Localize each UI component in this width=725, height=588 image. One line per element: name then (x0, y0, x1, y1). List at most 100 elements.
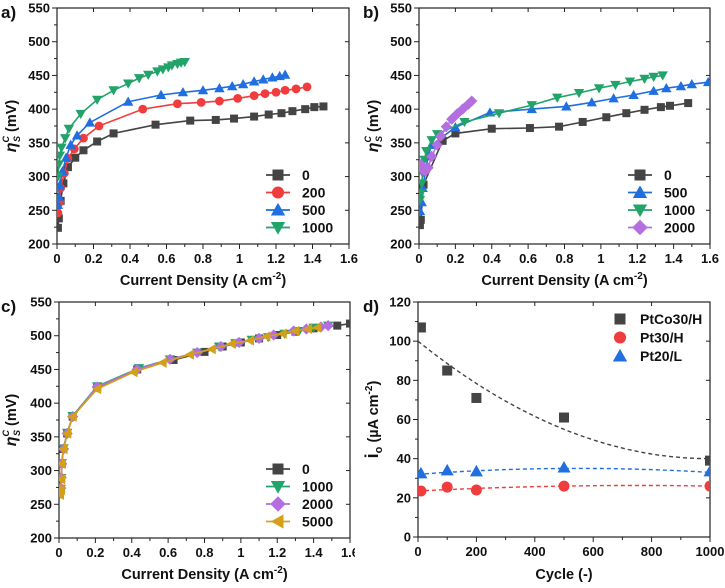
x-axis-label-main: Current Density (A cm (121, 567, 274, 583)
data-point (441, 481, 453, 493)
data-point (250, 112, 259, 121)
y-tick-label: 350 (390, 135, 412, 150)
data-point (79, 146, 88, 155)
x-axis-label-main: Cycle (-) (535, 567, 592, 583)
y-axis-label-symbol: η (3, 436, 20, 446)
x-tick-label: 0 (414, 544, 421, 559)
x-tick-label: 800 (641, 544, 663, 559)
y-axis-label-unit-sup: -2 (364, 385, 375, 394)
data-point (155, 89, 167, 99)
y-tick-label: 100 (389, 334, 411, 349)
data-point (471, 392, 482, 403)
data-point (602, 113, 611, 122)
data-point (705, 455, 710, 466)
data-point (457, 103, 469, 115)
legend-item: 5000 (266, 514, 333, 530)
data-point (57, 172, 64, 182)
legend-marker (272, 169, 284, 181)
data-point (419, 221, 424, 230)
plot-area (57, 57, 328, 232)
data-point (431, 139, 443, 151)
x-tick-label: 1.4 (305, 545, 324, 560)
plot-frame (417, 301, 711, 538)
y-axis-label: ηCS (mV) (1, 394, 22, 447)
data-point (260, 89, 270, 99)
legend-item: 0 (628, 167, 672, 183)
data-point (319, 102, 328, 111)
data-point (57, 143, 67, 153)
legend-item: 200 (266, 185, 326, 201)
data-point (63, 124, 75, 134)
data-point (197, 85, 209, 95)
legend-item: 1000 (628, 202, 695, 218)
y-tick-label: 120 (389, 295, 411, 310)
series-1000 (419, 71, 668, 206)
data-point (608, 93, 619, 103)
legend-label: 1000 (302, 220, 333, 236)
data-point (418, 485, 427, 497)
data-point (91, 383, 102, 395)
legend-label: 0 (664, 167, 672, 183)
data-point (310, 103, 319, 112)
data-point (226, 338, 236, 350)
data-point (421, 146, 432, 157)
data-point (440, 463, 454, 476)
data-point (79, 133, 88, 143)
series-line (57, 86, 308, 214)
x-tick-label: 0 (53, 251, 60, 266)
plot-area (418, 322, 710, 497)
x-axis-label: Current Density (A cm-2) (481, 271, 647, 289)
x-tick-label: 0.8 (195, 545, 213, 560)
series-2000 (419, 95, 478, 177)
x-tick-label: 0.6 (159, 545, 177, 560)
data-point (665, 101, 674, 110)
legend-marker (272, 463, 284, 475)
data-point (133, 74, 145, 84)
legend-item: 0 (266, 461, 310, 477)
x-tick-label: 0.8 (555, 251, 573, 266)
data-point (333, 321, 342, 330)
data-point (419, 215, 425, 224)
legend-label: PtCo30/H (640, 311, 702, 327)
y-axis-label-unit-end: ) (366, 381, 382, 386)
data-point (186, 116, 195, 125)
data-point (59, 474, 66, 485)
legend-item: 2000 (628, 220, 695, 236)
legend-label: 500 (302, 202, 326, 218)
x-tick-label: 0.8 (194, 251, 212, 266)
data-point (271, 87, 281, 97)
data-point (419, 155, 430, 165)
data-point (703, 464, 710, 477)
data-point (288, 107, 297, 116)
data-point (622, 109, 631, 118)
y-tick-label: 0 (404, 530, 411, 545)
panel-c: 0 0.2 0.4 0.6 0.8 1 1.2 1.4 1.6 200 250 300 350 400 45… (1, 295, 359, 584)
panel-letter: b) (363, 3, 379, 22)
data-point (211, 115, 220, 124)
data-point (143, 70, 154, 80)
data-point (586, 97, 597, 107)
legend-label: 200 (302, 185, 326, 201)
x-axis-label: Current Density (A cm-2) (121, 565, 287, 583)
x-tick-label: 1.2 (268, 545, 286, 560)
x-tick-label: 1.4 (303, 251, 322, 266)
y-tick-label: 250 (28, 203, 50, 218)
data-point (237, 78, 249, 89)
data-point (122, 79, 134, 89)
data-point (57, 208, 63, 218)
data-point (75, 109, 86, 120)
legend-marker (614, 313, 626, 325)
x-tick-label: 1.2 (267, 251, 285, 266)
data-point (138, 104, 148, 114)
legend-label: 500 (664, 185, 688, 201)
data-point (264, 110, 273, 119)
series-0 (57, 102, 328, 232)
data-point (648, 85, 659, 95)
data-point (233, 93, 243, 103)
data-point (261, 331, 271, 342)
data-point (152, 67, 163, 77)
data-point (177, 87, 189, 97)
y-tick-label: 20 (397, 490, 411, 505)
